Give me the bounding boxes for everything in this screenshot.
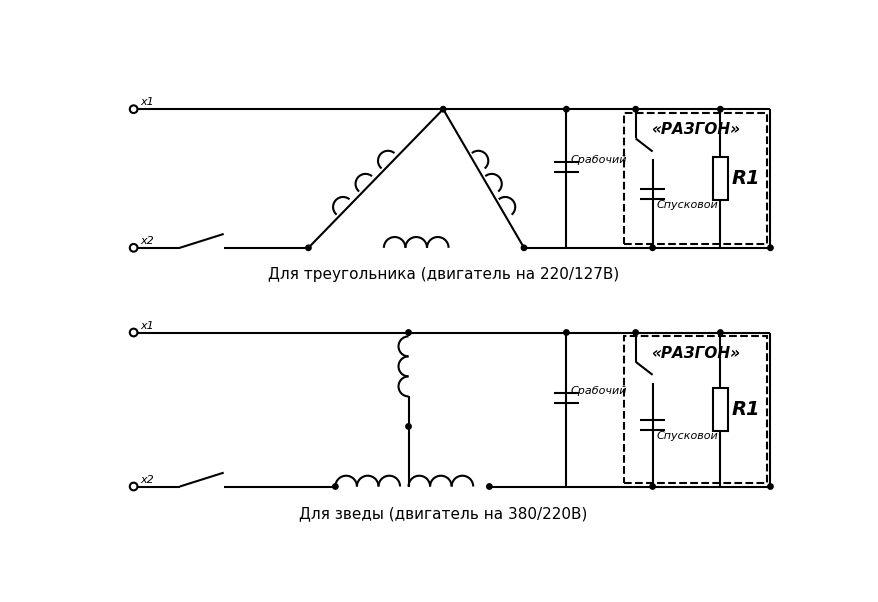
Text: x1: x1 (140, 98, 154, 107)
Circle shape (649, 245, 655, 250)
Text: Для зведы (двигатель на 380/220В): Для зведы (двигатель на 380/220В) (299, 506, 587, 521)
Bar (712, 157, 727, 200)
Circle shape (486, 484, 492, 489)
Text: x2: x2 (140, 474, 154, 485)
Circle shape (406, 424, 411, 429)
Circle shape (649, 484, 655, 489)
Circle shape (406, 330, 411, 335)
Text: Срабочий: Срабочий (570, 155, 626, 166)
Text: «РАЗГОН»: «РАЗГОН» (650, 346, 739, 361)
Circle shape (716, 107, 723, 112)
Text: Спусковой: Спусковой (656, 431, 717, 441)
Text: Срабочий: Срабочий (570, 386, 626, 396)
Bar (623, 337, 766, 483)
Circle shape (306, 245, 311, 250)
Circle shape (521, 245, 526, 250)
Circle shape (766, 484, 773, 489)
Text: Для треугольника (двигатель на 220/127В): Для треугольника (двигатель на 220/127В) (267, 267, 618, 282)
Circle shape (632, 107, 637, 112)
Text: Спусковой: Спусковой (656, 200, 717, 210)
Circle shape (632, 330, 637, 335)
Bar (712, 388, 727, 430)
Text: x2: x2 (140, 236, 154, 246)
Circle shape (716, 330, 723, 335)
Text: R1: R1 (730, 169, 759, 188)
Circle shape (332, 484, 338, 489)
Circle shape (766, 245, 773, 250)
Circle shape (563, 330, 568, 335)
Text: «РАЗГОН»: «РАЗГОН» (650, 122, 739, 137)
Circle shape (440, 107, 445, 112)
Circle shape (563, 107, 568, 112)
Bar (623, 113, 766, 244)
Text: x1: x1 (140, 321, 154, 330)
Text: R1: R1 (730, 400, 759, 419)
